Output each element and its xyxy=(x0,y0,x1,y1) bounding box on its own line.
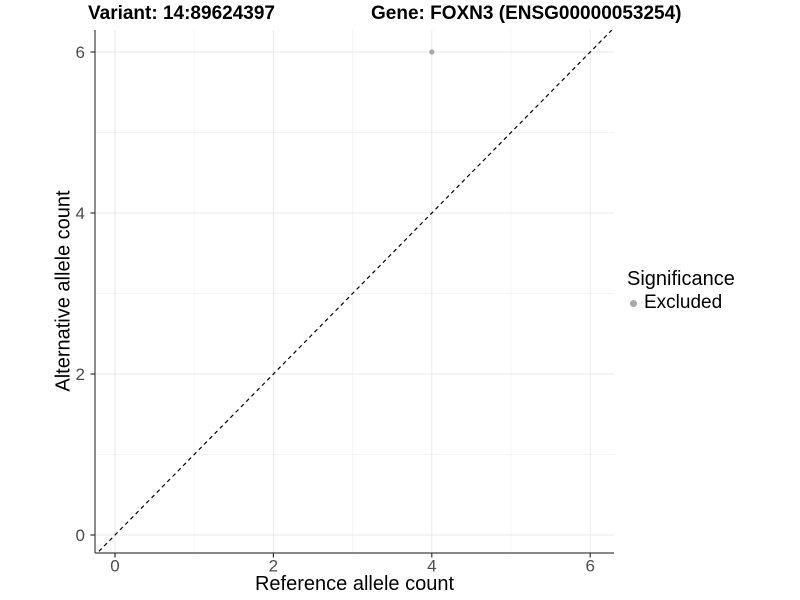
gene-title: Gene: FOXN3 (ENSG00000053254) xyxy=(371,3,682,24)
x-tick-label: 0 xyxy=(110,557,119,576)
legend-item-excluded: Excluded xyxy=(627,292,735,314)
legend-title: Significance xyxy=(627,268,735,290)
y-tick-label: 4 xyxy=(76,204,85,223)
x-axis-label: Reference allele count xyxy=(254,573,454,595)
legend: Significance Excluded xyxy=(627,268,735,314)
x-tick-label: 4 xyxy=(427,557,436,576)
x-tick-label: 2 xyxy=(269,557,278,576)
legend-point-icon xyxy=(630,299,637,307)
y-axis-label: Alternative allele count xyxy=(52,190,75,392)
y-tick-label: 6 xyxy=(76,43,85,62)
legend-item-label: Excluded xyxy=(644,292,723,313)
y-tick-label: 0 xyxy=(76,526,85,545)
variant-title: Variant: 14:89624397 xyxy=(88,3,275,24)
x-tick-label: 6 xyxy=(585,557,594,576)
data-point xyxy=(429,49,435,55)
y-tick-label: 2 xyxy=(76,365,85,384)
